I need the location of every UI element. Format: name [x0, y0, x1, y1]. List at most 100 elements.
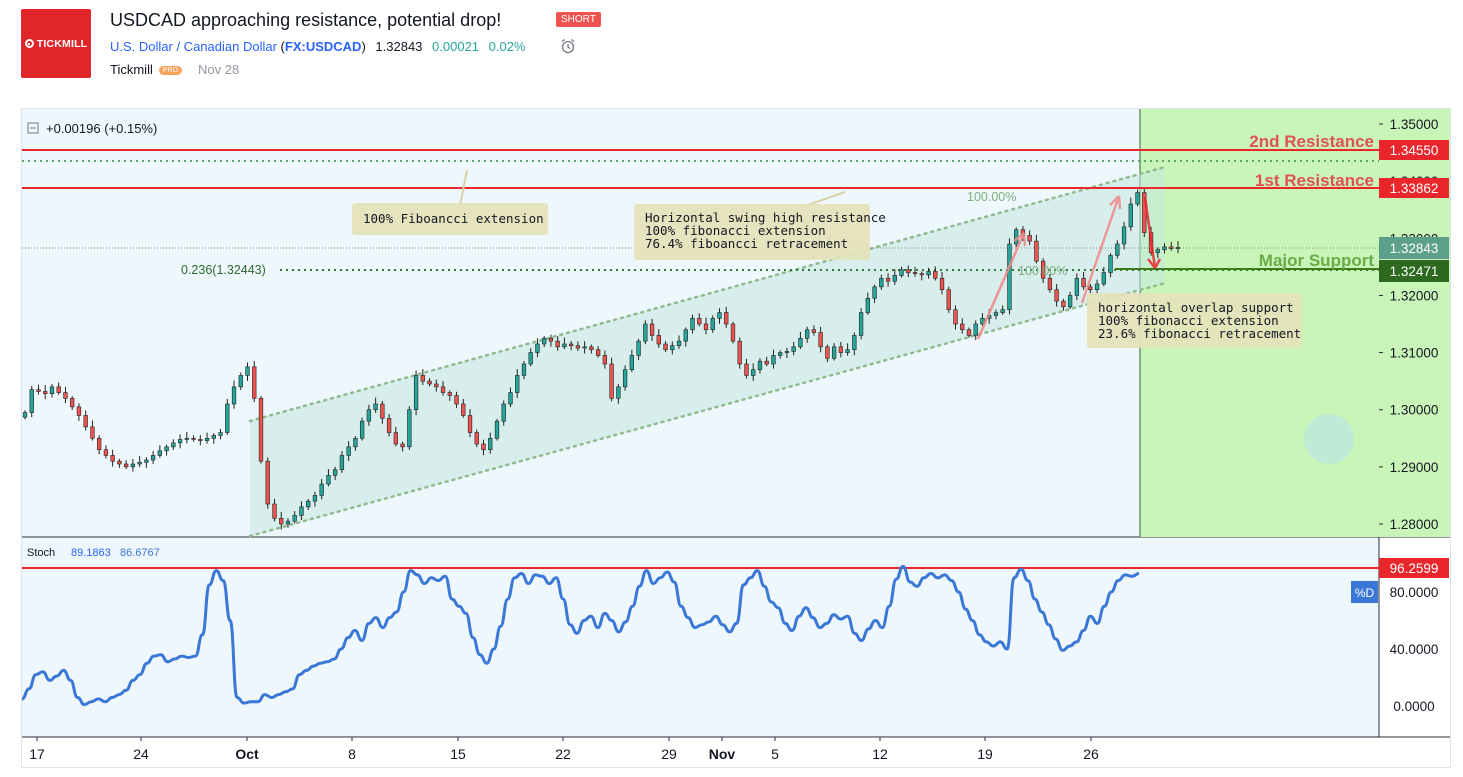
stoch-value-k: 89.1863	[71, 547, 111, 559]
candle	[43, 385, 48, 400]
fib-100-mid-label: 100.00%	[1018, 264, 1067, 278]
candle-body	[825, 346, 830, 359]
candle	[1054, 284, 1059, 307]
candle-body	[386, 417, 392, 433]
candle	[150, 451, 156, 464]
candle	[474, 429, 479, 448]
candle	[858, 308, 864, 340]
candle-body	[683, 329, 688, 342]
candle-body	[83, 415, 88, 428]
candle	[1101, 266, 1106, 287]
candle	[481, 439, 486, 456]
symbol-name-link[interactable]: U.S. Dollar / Canadian Dollar	[110, 39, 277, 54]
candle-body	[1094, 283, 1100, 291]
candle-body	[548, 337, 554, 342]
candle	[683, 327, 688, 347]
candle-body	[359, 420, 365, 439]
candle-body	[1067, 295, 1073, 308]
candle	[825, 344, 830, 363]
candle	[515, 369, 520, 399]
collapse-legend-icon[interactable]	[27, 122, 39, 134]
candle-body	[43, 391, 48, 395]
candle-body	[157, 450, 163, 456]
time-tick-label: 29	[661, 746, 677, 762]
candle-body	[636, 340, 641, 356]
tickmill-logo-icon	[24, 39, 34, 48]
candle-body	[299, 506, 304, 516]
candle	[373, 397, 378, 413]
candle	[117, 458, 122, 468]
candle	[670, 341, 675, 355]
candle-body	[279, 517, 284, 525]
candle-body	[447, 392, 452, 396]
symbol-code-link[interactable]: FX:USDCAD	[284, 39, 362, 54]
candle-body	[1135, 192, 1140, 205]
candle-body	[771, 355, 776, 365]
candle	[501, 400, 506, 426]
second-resistance-tag: 1.34550	[1379, 140, 1449, 160]
candle	[393, 426, 399, 447]
candle-body	[1047, 277, 1053, 291]
price-change-legend: +0.00196 (+0.15%)	[46, 121, 157, 136]
tickmill-logo[interactable]: TICKMILL	[21, 9, 91, 78]
candle	[960, 318, 965, 334]
annotation-swing-high-line1: Horizontal swing high resistance	[645, 210, 886, 225]
time-tick-label: 5	[771, 746, 779, 762]
candle-body	[225, 403, 230, 433]
candle-body	[1088, 286, 1093, 291]
author-name[interactable]: Tickmill	[110, 62, 153, 77]
stoch-pane-bg	[22, 538, 1379, 737]
candle-body	[1074, 277, 1080, 296]
major-support-tag: 1.32471	[1379, 260, 1449, 282]
candle	[919, 271, 924, 281]
candle	[602, 350, 608, 369]
candle-body	[238, 375, 243, 388]
candle-body	[778, 352, 783, 356]
candle	[312, 491, 318, 507]
candle	[555, 336, 560, 351]
candle-body	[501, 403, 506, 422]
candle-body	[252, 366, 257, 399]
candle-body	[1000, 309, 1005, 313]
svg-text:96.2599: 96.2599	[1390, 561, 1439, 576]
first-resistance-tag: 1.33862	[1379, 178, 1449, 198]
candle-body	[1169, 246, 1174, 249]
candle-body	[1175, 247, 1181, 249]
candle-body	[1155, 249, 1160, 253]
annotation-swing-high-line3: 76.4% fiboancci retracement	[645, 236, 848, 251]
candle-body	[258, 397, 264, 462]
candle	[791, 341, 796, 356]
annotation-overlap-line3: 23.6% fibonacci retracement	[1098, 326, 1301, 341]
candle-body	[629, 355, 634, 371]
candle-body	[582, 346, 587, 349]
candle	[690, 314, 695, 334]
candle	[879, 274, 884, 290]
candle	[29, 386, 34, 418]
candle-body	[899, 269, 904, 276]
annotation-swing-high-line2: 100% fibonacci extension	[645, 223, 826, 238]
candle-body	[616, 386, 621, 399]
candle	[353, 436, 358, 451]
candle-body	[838, 346, 844, 353]
symbol-change-pct: 0.02%	[488, 39, 526, 54]
candle-body	[76, 406, 82, 416]
alert-clock-icon[interactable]	[560, 38, 576, 54]
candle	[1040, 258, 1046, 283]
candle	[535, 338, 540, 358]
candle-body	[346, 446, 351, 456]
candle	[818, 326, 823, 353]
candle	[137, 455, 142, 468]
logo-text: TICKMILL	[36, 37, 88, 50]
candle-body	[980, 317, 985, 325]
candle	[191, 435, 196, 442]
candle-body	[171, 442, 176, 448]
symbol-line: U.S. Dollar / Canadian Dollar (FX:USDCAD…	[110, 39, 526, 54]
candle-body	[515, 375, 520, 393]
candle	[1027, 230, 1032, 246]
candle-body	[663, 343, 668, 351]
candle	[1142, 188, 1147, 238]
candle	[744, 358, 749, 379]
candle	[757, 358, 763, 374]
candle	[751, 363, 756, 381]
